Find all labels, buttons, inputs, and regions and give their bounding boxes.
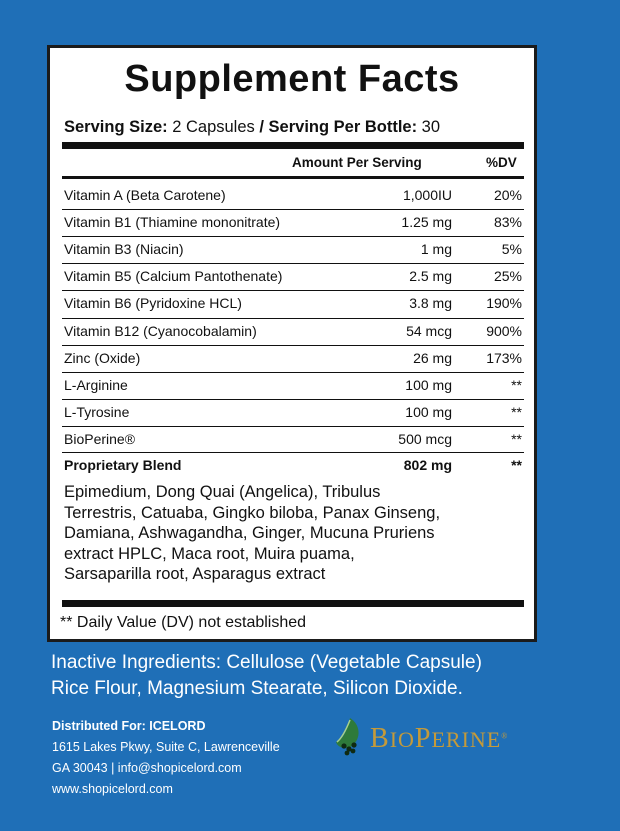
row-divider	[62, 209, 524, 211]
nutrient-row: Zinc (Oxide) 26 mg 173%	[64, 346, 522, 373]
nutrient-dv: 173%	[486, 349, 522, 366]
blend-line: Damiana, Ashwagandha, Ginger, Mucuna Pru…	[64, 524, 435, 542]
blend-line: Terrestris, Catuaba, Gingko biloba, Pana…	[64, 503, 441, 522]
row-divider	[62, 236, 524, 238]
nutrient-name: L-Tyrosine	[64, 403, 130, 420]
nutrient-dv: 900%	[486, 322, 522, 339]
serving-info: Serving Size: 2 Capsules / Serving Per B…	[64, 118, 524, 137]
nutrient-amount: 100 mg	[405, 376, 452, 393]
blend-line: extract HPLC, Maca root, Muira puama,	[64, 544, 355, 563]
blend-name: Proprietary Blend	[64, 457, 182, 473]
nutrient-amount: 54 mcg	[406, 322, 452, 339]
divider-blend	[62, 452, 524, 453]
nutrient-row: Vitamin B5 (Calcium Pantothenate) 2.5 mg 2…	[64, 264, 522, 291]
distributor-website: www.shopicelord.com	[52, 782, 173, 796]
serving-size-label: Serving Size:	[64, 118, 168, 136]
nutrient-dv: 5%	[501, 241, 522, 258]
blend-amount: 802 mg	[403, 457, 452, 473]
nutrient-name: L-Arginine	[64, 376, 128, 393]
nutrient-row: L-Arginine 100 mg **	[64, 373, 522, 400]
nutrient-amount: 26 mg	[413, 349, 452, 366]
nutrient-row: Vitamin A (Beta Carotene) 1,000IU 20%	[64, 183, 522, 210]
blend-dv: **	[511, 457, 522, 473]
nutrient-row: L-Tyrosine 100 mg **	[64, 400, 522, 427]
nutrient-amount: 500 mcg	[398, 430, 452, 447]
nutrient-amount: 1 mg	[420, 241, 452, 258]
inactive-line: Rice Flour, Magnesium Stearate, Silicon …	[51, 678, 463, 699]
servings-per-bottle-label: / Serving Per Bottle:	[259, 118, 418, 136]
row-divider	[62, 263, 524, 265]
nutrient-row: Vitamin B1 (Thiamine mononitrate) 1.25 mg…	[64, 210, 522, 237]
bioperine-wordmark: BIOPERINE®	[370, 723, 509, 754]
nutrient-dv: 190%	[486, 295, 522, 312]
row-divider	[62, 371, 524, 373]
blend-ingredients: Epimedium, Dong Quai (Angelica), Tribulu…	[64, 482, 514, 585]
bioperine-logo: BIOPERINE®	[332, 716, 572, 756]
distributor-address-2: GA 30043 | info@shopicelord.com	[52, 761, 242, 775]
nutrient-name: Vitamin B6 (Pyridoxine HCL)	[64, 295, 242, 312]
row-divider	[62, 425, 524, 427]
nutrient-row: Vitamin B12 (Cyanocobalamin) 54 mcg 900%	[64, 319, 522, 346]
panel-title: Supplement Facts	[124, 58, 460, 100]
inactive-line: Inactive Ingredients: Cellulose (Vegetab…	[51, 652, 482, 673]
distributor-info: Distributed For: ICELORD 1615 Lakes Pkwy…	[52, 716, 280, 800]
nutrient-row: Vitamin B3 (Niacin) 1 mg 5%	[64, 237, 522, 264]
nutrient-name: Vitamin B5 (Calcium Pantothenate)	[64, 268, 283, 285]
nutrient-dv: **	[511, 403, 522, 420]
nutrient-dv: **	[511, 376, 522, 393]
proprietary-blend-row: Proprietary Blend 802 mg **	[64, 453, 522, 480]
blend-line: Sarsaparilla root, Asparagus extract	[64, 565, 326, 583]
supplement-facts-panel: Supplement Facts Serving Size: 2 Capsule…	[47, 45, 537, 642]
pepper-vine-icon	[336, 718, 359, 756]
divider-thick	[62, 142, 524, 149]
row-divider	[62, 290, 524, 292]
nutrient-name: Vitamin B12 (Cyanocobalamin)	[64, 322, 257, 339]
divider-bottom	[62, 600, 524, 607]
nutrient-name: Vitamin B3 (Niacin)	[64, 241, 184, 258]
nutrient-amount: 1,000IU	[402, 187, 452, 203]
nutrient-amount: 2.5 mg	[409, 268, 452, 285]
nutrient-dv: 20%	[493, 187, 522, 203]
inactive-ingredients: Inactive Ingredients: Cellulose (Vegetab…	[51, 650, 571, 702]
nutrient-amount: 1.25 mg	[401, 214, 452, 231]
nutrient-amount: 3.8 mg	[409, 295, 452, 312]
distributor-label: Distributed For: ICELORD	[52, 719, 206, 733]
row-divider	[62, 317, 524, 319]
nutrient-name: Zinc (Oxide)	[64, 349, 141, 366]
nutrient-name: BioPerine®	[64, 430, 136, 447]
nutrient-row: Vitamin B6 (Pyridoxine HCL) 3.8 mg 190%	[64, 291, 522, 318]
nutrient-dv: 25%	[493, 268, 522, 285]
nutrient-name: Vitamin A (Beta Carotene)	[64, 187, 226, 203]
nutrient-dv: 83%	[493, 214, 522, 231]
row-divider	[62, 344, 524, 346]
row-divider	[62, 398, 524, 400]
amount-per-serving-header: Amount Per Serving	[292, 155, 422, 170]
dv-footnote: ** Daily Value (DV) not established	[60, 614, 307, 631]
divider-header	[62, 176, 524, 179]
servings-per-bottle-value: 30	[421, 118, 441, 136]
serving-size-value: 2 Capsules	[172, 118, 255, 136]
nutrient-amount: 100 mg	[405, 403, 452, 420]
nutrient-name: Vitamin B1 (Thiamine mononitrate)	[64, 214, 281, 231]
nutrient-row: BioPerine® 500 mcg **	[64, 427, 522, 454]
distributor-address-1: 1615 Lakes Pkwy, Suite C, Lawrenceville	[52, 740, 280, 754]
nutrient-dv: **	[511, 430, 522, 447]
blend-line: Epimedium, Dong Quai (Angelica), Tribulu…	[64, 483, 381, 501]
dv-header: %DV	[486, 155, 517, 170]
